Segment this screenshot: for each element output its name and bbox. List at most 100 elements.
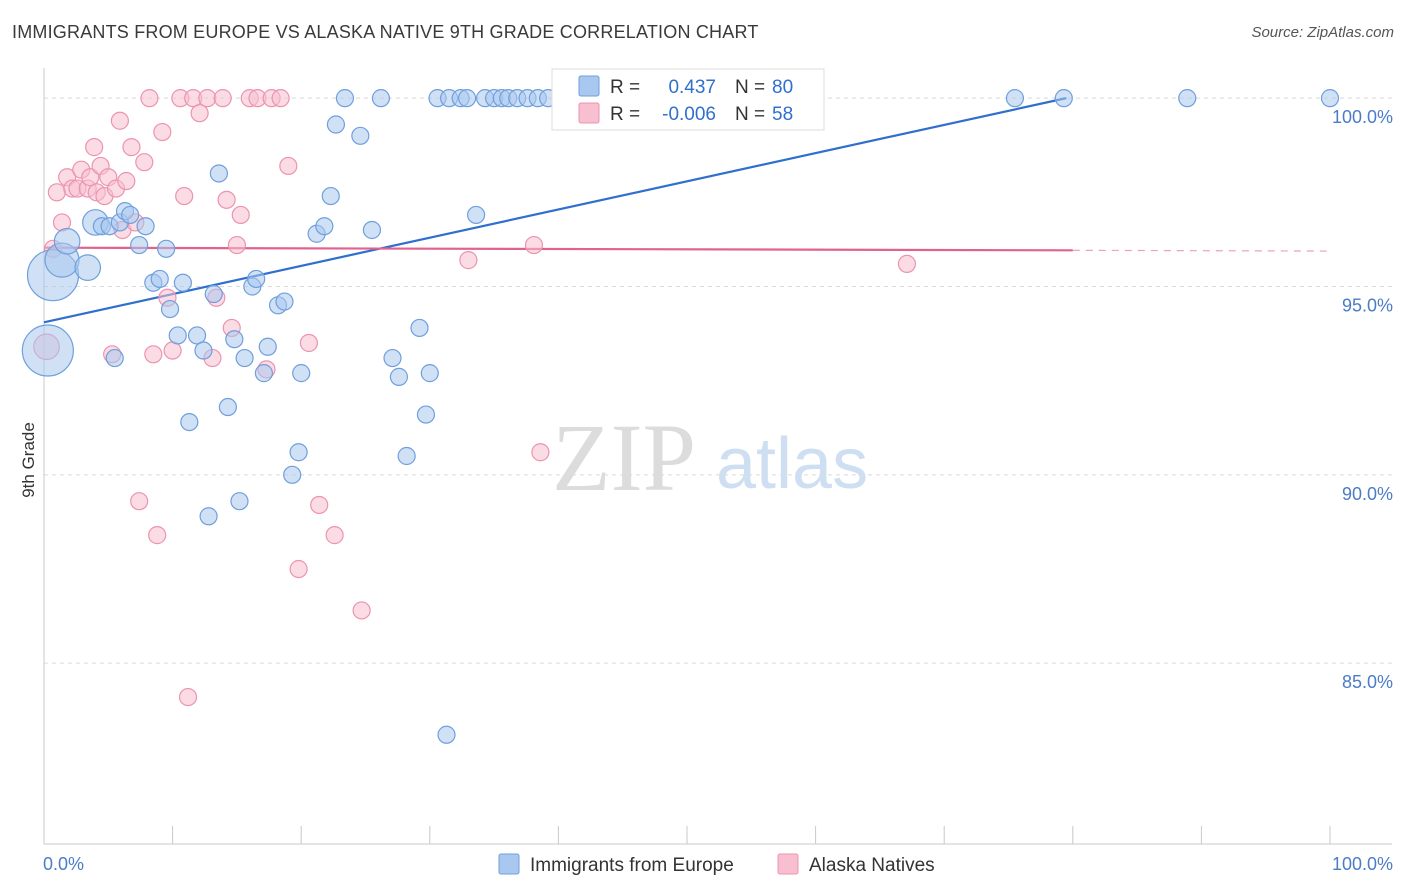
stats-r-label-2: R = (610, 104, 640, 125)
x-tick-label: 100.0% (1332, 854, 1393, 874)
point-alaska-natives (148, 526, 167, 545)
bottom-legend: Immigrants from Europe Alaska Natives (498, 853, 935, 876)
point-alaska-natives (175, 186, 194, 206)
point-immigrants-europe (173, 273, 192, 292)
point-immigrants-europe (1054, 89, 1073, 108)
trend-line-immigrants-europe (43, 97, 1067, 324)
point-immigrants-europe (204, 284, 223, 304)
y-tick-label: 90.0% (1342, 484, 1393, 504)
point-immigrants-europe (254, 364, 274, 383)
point-immigrants-europe (105, 348, 124, 368)
stats-legend-swatch-pink (578, 102, 600, 124)
point-immigrants-europe (218, 397, 237, 417)
stats-r-value-2: -0.006 (662, 104, 716, 125)
point-alaska-natives (140, 89, 159, 108)
point-immigrants-europe (362, 220, 382, 240)
point-immigrants-europe (160, 299, 180, 319)
point-immigrants-europe (457, 89, 477, 108)
stats-legend: R = 0.437 N = 80 R = -0.006 N = 58 (551, 68, 825, 131)
point-immigrants-europe (335, 89, 355, 108)
point-immigrants-europe (420, 364, 439, 383)
point-immigrants-europe (247, 269, 266, 289)
point-immigrants-europe (136, 217, 155, 236)
point-immigrants-europe (371, 89, 391, 108)
stats-legend-swatch-blue (578, 75, 600, 97)
legend-swatch-immigrants (498, 853, 520, 875)
point-alaska-natives (459, 251, 478, 270)
legend-label-alaska[interactable]: Alaska Natives (809, 855, 935, 876)
point-immigrants-europe (235, 348, 254, 368)
point-alaska-natives (135, 153, 154, 172)
point-alaska-natives (178, 687, 198, 707)
point-immigrants-europe (53, 227, 81, 255)
point-alaska-natives (117, 171, 136, 191)
point-immigrants-europe (1178, 89, 1197, 108)
point-alaska-natives (153, 122, 172, 142)
y-tick-labels: 85.0% 90.0% 95.0% 100.0% (1332, 107, 1393, 692)
point-alaska-natives (524, 235, 544, 255)
point-alaska-natives (144, 345, 163, 364)
stats-n-value-1: 80 (772, 77, 793, 98)
point-alaska-natives (122, 138, 141, 157)
point-alaska-natives (85, 138, 104, 157)
point-immigrants-europe (351, 126, 370, 145)
point-immigrants-europe (315, 217, 334, 236)
axes (43, 68, 1392, 845)
stats-n-label-1: N = (735, 77, 765, 98)
point-immigrants-europe (121, 205, 140, 225)
stats-r-value-1: 0.437 (668, 77, 716, 98)
point-immigrants-europe (1005, 89, 1025, 108)
point-immigrants-europe (180, 412, 199, 432)
point-immigrants-europe (397, 446, 416, 466)
point-immigrants-europe (199, 507, 218, 526)
point-alaska-natives (289, 559, 308, 579)
point-immigrants-europe (1320, 89, 1340, 108)
point-alaska-natives (130, 492, 149, 511)
point-immigrants-europe (74, 254, 102, 282)
y-axis-title: 9th Grade (19, 422, 38, 498)
point-alaska-natives (198, 89, 217, 108)
point-immigrants-europe (283, 465, 302, 484)
point-alaska-natives (325, 526, 344, 545)
point-immigrants-europe (275, 292, 294, 311)
point-immigrants-europe (150, 269, 169, 289)
y-tick-label: 85.0% (1342, 672, 1393, 692)
point-immigrants-europe (187, 326, 207, 345)
point-immigrants-europe (416, 405, 436, 424)
gridlines (44, 97, 1392, 664)
legend-label-immigrants[interactable]: Immigrants from Europe (530, 855, 734, 876)
trend-line-alaska-natives (43, 246, 1073, 252)
point-immigrants-europe (389, 367, 409, 386)
stats-r-label-1: R = (610, 77, 640, 98)
y-tick-label: 95.0% (1342, 295, 1393, 315)
point-immigrants-europe (326, 115, 346, 134)
point-immigrants-europe (383, 348, 402, 368)
chart-source: Source: ZipAtlas.com (1251, 24, 1394, 41)
chart-title: IMMIGRANTS FROM EUROPE VS ALASKA NATIVE … (12, 22, 759, 42)
x-tick-labels: 0.0% 100.0% (43, 854, 1393, 874)
point-alaska-natives (271, 89, 290, 108)
x-tick-label: 0.0% (43, 854, 84, 874)
point-immigrants-europe (194, 341, 213, 360)
point-immigrants-europe (437, 725, 456, 744)
point-alaska-natives (352, 601, 371, 620)
point-alaska-natives (227, 235, 246, 255)
watermark: ZIP atlas (552, 404, 868, 511)
stats-n-value-2: 58 (772, 104, 793, 125)
point-immigrants-europe (168, 326, 187, 345)
legend-swatch-alaska (777, 853, 799, 875)
point-alaska-natives (110, 111, 129, 130)
point-alaska-natives (217, 190, 236, 209)
point-alaska-natives (231, 205, 250, 225)
point-alaska-natives (299, 333, 319, 353)
point-immigrants-europe (466, 205, 486, 225)
point-immigrants-europe (321, 186, 340, 206)
stats-n-label-2: N = (735, 104, 765, 125)
point-immigrants-europe (289, 443, 308, 462)
point-immigrants-europe (21, 324, 74, 377)
point-alaska-natives (190, 104, 209, 123)
point-immigrants-europe (410, 318, 429, 338)
point-immigrants-europe (157, 239, 176, 258)
watermark-zip: ZIP (552, 404, 696, 511)
